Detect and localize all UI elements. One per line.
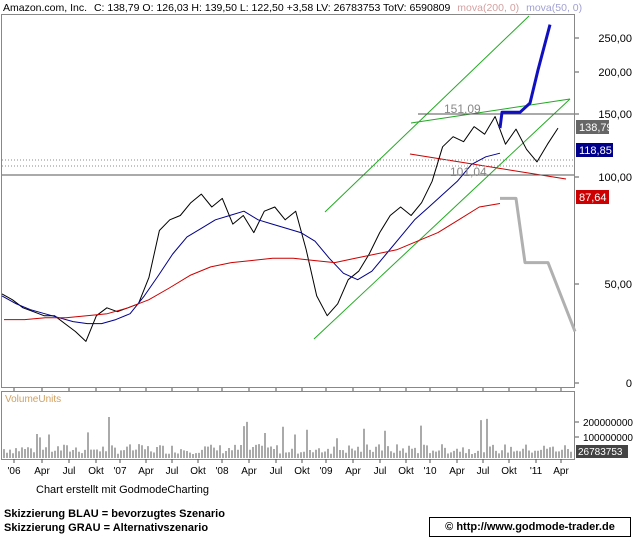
symbol-name: Amazon.com, Inc. <box>3 2 87 14</box>
website-link[interactable]: © http://www.godmode-trader.de <box>445 521 615 533</box>
time-tick-label: Okt <box>398 466 414 477</box>
time-tick-label: Okt <box>294 466 310 477</box>
price-tick-label: 250,00 <box>598 33 632 45</box>
volume-bars <box>3 417 572 458</box>
ma50-line <box>1 152 501 325</box>
high-annotation: 151,09 <box>444 102 481 116</box>
price-tick-label: 200,00 <box>598 67 632 79</box>
ma50-label: mova(50, 0) <box>526 2 582 14</box>
price-tick-label: 150,00 <box>598 109 632 121</box>
price-tick-label: 50,00 <box>604 279 632 291</box>
scenario-gray-line <box>500 196 577 333</box>
time-tick-label: '11 <box>530 466 543 477</box>
ma200-price-tag: 87,64 <box>576 190 609 204</box>
svg-text:Amazon.com, Inc. C: 138,: Amazon.com, Inc. C: 138,79 O: 126,03 H: … <box>3 2 582 14</box>
ma50-price-tag: 118,85 <box>576 143 613 157</box>
volume-label: VolumeUnits <box>5 394 61 405</box>
time-tick-label: '06 <box>7 466 20 477</box>
credit-text: Chart erstellt mit GodmodeCharting <box>36 484 210 496</box>
ma50-price-text: 118,85 <box>579 145 612 157</box>
quote-text: C: 138,79 O: 126,03 H: 139,50 L: 122,50 … <box>94 2 451 14</box>
time-tick-label: Apr <box>34 466 50 477</box>
ma200-price-text: 87,64 <box>579 192 607 204</box>
price-tick-label: 100,00 <box>598 172 632 184</box>
ma200-label: mova(200, 0) <box>457 2 519 14</box>
time-tick-label: '08 <box>215 466 228 477</box>
time-tick-label: Apr <box>138 466 154 477</box>
volume-axis: 200000000 100000000 <box>575 418 633 444</box>
resistance-line <box>410 98 571 124</box>
time-tick-label: Jul <box>477 466 490 477</box>
time-tick-label: Jul <box>374 466 387 477</box>
ma200-line <box>4 203 501 321</box>
last-volume-tag: 26783753 <box>576 445 628 458</box>
volume-tick-label: 200000000 <box>583 418 633 429</box>
time-tick-label: Jul <box>63 466 76 477</box>
legend-gray: Skizzierung GRAU = Alternativszenario <box>4 522 209 534</box>
time-tick-label: Apr <box>449 466 465 477</box>
volume-tick-label: 100000000 <box>583 433 633 444</box>
volume-pane-frame <box>1 391 575 460</box>
time-tick-label: '07 <box>113 466 126 477</box>
time-tick-label: Okt <box>501 466 517 477</box>
channel-lower-line <box>313 98 571 340</box>
time-tick-label: Apr <box>241 466 257 477</box>
price-tick-label: 0 <box>626 378 632 390</box>
price-axis: 250,00 200,00 150,00 100,00 50,00 0 <box>575 33 632 390</box>
last-price-text: 138,79 <box>579 122 613 134</box>
time-tick-label: '09 <box>319 466 332 477</box>
price-series-line <box>1 116 559 342</box>
legend-blue: Skizzierung BLAU = bevorzugtes Szenario <box>4 508 225 520</box>
time-tick-label: Apr <box>345 466 361 477</box>
time-tick-label: Jul <box>270 466 283 477</box>
price-pane-frame <box>1 14 575 388</box>
website-badge[interactable]: © http://www.godmode-trader.de <box>429 517 631 537</box>
scenario-blue-line <box>498 24 552 129</box>
time-tick-label: '10 <box>423 466 436 477</box>
time-tick-label: Apr <box>553 466 569 477</box>
trend-channel <box>2 15 574 340</box>
time-tick-label: Jul <box>166 466 179 477</box>
low-annotation: 101,04 <box>450 165 487 179</box>
last-volume-text: 26783753 <box>578 447 623 458</box>
series-group <box>1 24 577 342</box>
time-axis: '06 Apr Jul Okt '07 Apr Jul Okt '08 Apr Jul Okt '09 A… <box>7 388 569 477</box>
time-tick-label: Okt <box>88 466 104 477</box>
time-tick-label: Okt <box>190 466 206 477</box>
last-price-tag: 138,79 <box>576 120 613 134</box>
